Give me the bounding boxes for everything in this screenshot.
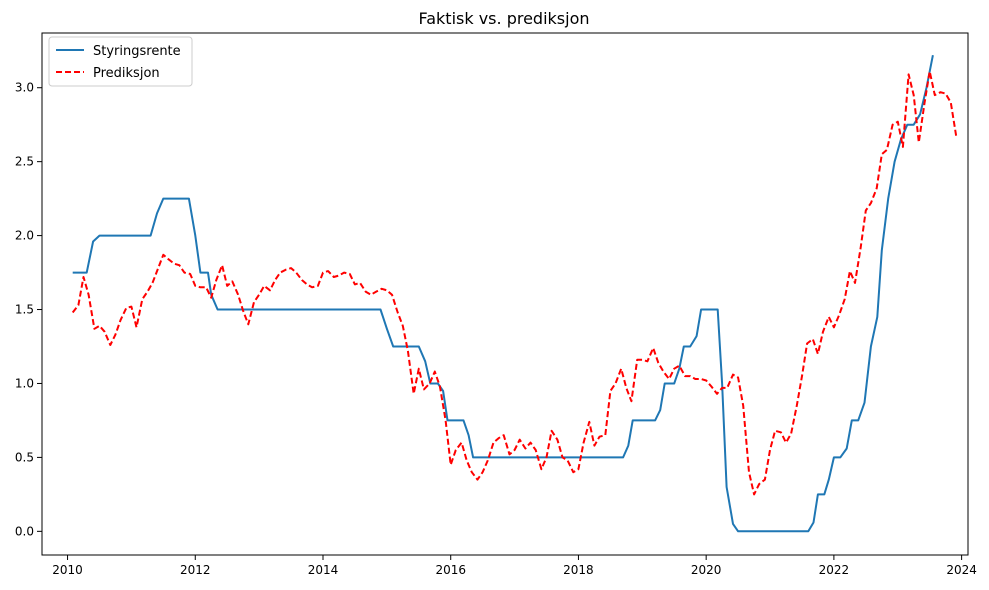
x-tick-label: 2012 <box>180 563 211 577</box>
y-axis: 0.0 0.5 1.0 1.5 2.0 2.5 3.0 <box>15 81 42 538</box>
plot-area-frame <box>41 32 969 556</box>
chart-title: Faktisk vs. prediksjon <box>419 9 590 28</box>
series-line-prediksjon <box>71 70 958 496</box>
x-tick-label: 2024 <box>946 563 977 577</box>
x-tick-label: 2016 <box>435 563 466 577</box>
legend: Styringsrente Prediksjon <box>48 36 193 87</box>
x-tick-label: 2020 <box>691 563 722 577</box>
y-tick-label: 1.0 <box>15 376 34 390</box>
x-axis: 2010 2012 2014 2016 2018 2020 2022 2024 <box>52 555 977 577</box>
y-tick-label: 1.5 <box>15 303 34 317</box>
series-layer <box>71 55 958 533</box>
legend-label-styringsrente: Styringsrente <box>93 44 181 59</box>
y-tick-label: 0.0 <box>15 524 34 538</box>
legend-box <box>48 36 193 87</box>
x-tick-label: 2018 <box>563 563 594 577</box>
legend-label-prediksjon: Prediksjon <box>93 66 160 81</box>
x-tick-label: 2014 <box>308 563 339 577</box>
y-tick-label: 3.0 <box>15 81 34 95</box>
y-tick-label: 2.5 <box>15 155 34 169</box>
y-tick-label: 2.0 <box>15 229 34 243</box>
y-tick-label: 0.5 <box>15 450 34 464</box>
x-tick-label: 2022 <box>819 563 850 577</box>
series-line-styringsrente <box>72 55 934 533</box>
x-tick-label: 2010 <box>52 563 83 577</box>
